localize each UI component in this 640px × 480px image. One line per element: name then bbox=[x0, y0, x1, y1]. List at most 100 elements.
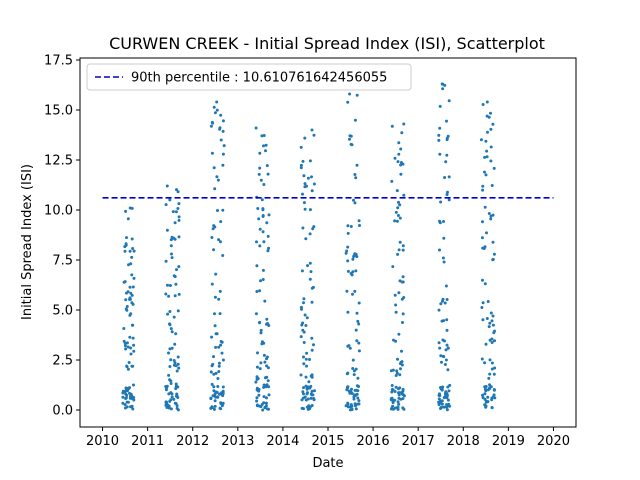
x-tick-label: 2016 bbox=[357, 434, 390, 449]
scatter-point bbox=[259, 178, 263, 182]
scatter-point bbox=[402, 122, 406, 126]
scatter-point bbox=[488, 321, 492, 325]
scatter-point bbox=[170, 252, 173, 256]
scatter-point bbox=[173, 221, 177, 225]
scatter-point bbox=[446, 346, 450, 350]
scatter-point bbox=[309, 384, 313, 388]
scatter-point bbox=[260, 134, 264, 138]
scatter-point bbox=[260, 198, 264, 202]
scatter-point bbox=[485, 149, 489, 153]
scatter-point bbox=[123, 403, 127, 407]
scatter-point bbox=[177, 215, 181, 219]
scatter-point bbox=[129, 392, 133, 396]
scatter-point bbox=[121, 389, 125, 393]
legend-box bbox=[86, 63, 412, 91]
scatter-point bbox=[357, 399, 361, 403]
scatter-point bbox=[299, 163, 303, 167]
scatter-point bbox=[261, 278, 265, 281]
scatter-point bbox=[217, 345, 221, 349]
scatter-point bbox=[176, 408, 180, 412]
scatter-point bbox=[400, 349, 403, 353]
scatter-point bbox=[356, 319, 360, 323]
scatter-point bbox=[124, 298, 128, 302]
scatter-point bbox=[481, 318, 485, 322]
scatter-point bbox=[303, 313, 307, 317]
scatter-point bbox=[210, 335, 214, 339]
scatter-point bbox=[442, 396, 446, 400]
scatter-point bbox=[304, 357, 308, 361]
scatter-point bbox=[172, 397, 176, 401]
scatter-point bbox=[346, 269, 350, 273]
scatter-point bbox=[267, 213, 271, 217]
scatter-point bbox=[487, 212, 491, 215]
scatter-point bbox=[127, 361, 131, 364]
scatter-point bbox=[165, 228, 169, 232]
scatter-point bbox=[394, 374, 398, 377]
scatter-point bbox=[310, 286, 314, 290]
scatter-point bbox=[481, 184, 485, 188]
scatter-point bbox=[306, 391, 309, 395]
scatter-point bbox=[348, 92, 352, 96]
scatter-point bbox=[308, 159, 312, 163]
scatter-point bbox=[169, 358, 173, 362]
scatter-point bbox=[177, 265, 181, 269]
scatter-point bbox=[266, 172, 270, 176]
scatter-point bbox=[481, 301, 485, 305]
scatter-point bbox=[398, 203, 402, 207]
scatter-point bbox=[390, 124, 394, 128]
scatter-point bbox=[355, 384, 359, 388]
scatter-point bbox=[437, 400, 441, 404]
scatter-point bbox=[176, 190, 180, 194]
scatter-point bbox=[301, 192, 304, 196]
scatter-point bbox=[263, 376, 267, 380]
scatter-point bbox=[348, 137, 351, 141]
scatter-point bbox=[350, 143, 354, 147]
scatter-point bbox=[354, 407, 358, 411]
x-tick-label: 2015 bbox=[311, 434, 344, 449]
scatter-point bbox=[483, 392, 487, 396]
scatter-point bbox=[213, 111, 217, 115]
scatter-point bbox=[213, 399, 217, 403]
scatter-point bbox=[397, 152, 401, 156]
scatter-point bbox=[347, 389, 351, 393]
scatter-point bbox=[258, 244, 262, 248]
scatter-point bbox=[218, 289, 222, 293]
y-tick-label: 7.5 bbox=[52, 254, 73, 269]
scatter-point bbox=[302, 174, 306, 178]
scatter-point bbox=[213, 225, 217, 229]
plot-area bbox=[80, 58, 576, 427]
scatter-point bbox=[164, 203, 168, 207]
scatter-point bbox=[310, 373, 314, 377]
scatter-point bbox=[302, 407, 305, 411]
scatter-point bbox=[164, 259, 168, 263]
scatter-point bbox=[491, 213, 495, 217]
scatter-point bbox=[479, 138, 483, 142]
scatter-point bbox=[438, 104, 442, 108]
scatter-point bbox=[217, 370, 221, 373]
scatter-point bbox=[481, 103, 485, 106]
scatter-point bbox=[266, 234, 270, 238]
scatter-point bbox=[354, 367, 358, 371]
scatter-point bbox=[448, 404, 452, 408]
scatter-point bbox=[212, 248, 216, 252]
scatter-point bbox=[262, 353, 266, 357]
scatter-point bbox=[312, 397, 316, 400]
scatter-point bbox=[357, 322, 361, 326]
scatter-point bbox=[354, 269, 358, 273]
x-tick-label: 2010 bbox=[86, 434, 119, 449]
scatter-point bbox=[126, 367, 130, 371]
scatter-point bbox=[124, 397, 128, 400]
scatter-point bbox=[483, 361, 487, 365]
scatter-point bbox=[267, 385, 271, 389]
scatter-point bbox=[480, 357, 484, 361]
scatter-point bbox=[177, 235, 181, 239]
scatter-point bbox=[122, 327, 126, 330]
x-tick-label: 2017 bbox=[402, 434, 435, 449]
scatter-point bbox=[348, 346, 352, 350]
scatter-point bbox=[211, 362, 215, 366]
scatter-point bbox=[216, 395, 220, 399]
scatter-point bbox=[172, 315, 176, 319]
scatter-point bbox=[174, 332, 178, 336]
scatter-point bbox=[397, 248, 401, 252]
scatter-point bbox=[439, 200, 443, 204]
